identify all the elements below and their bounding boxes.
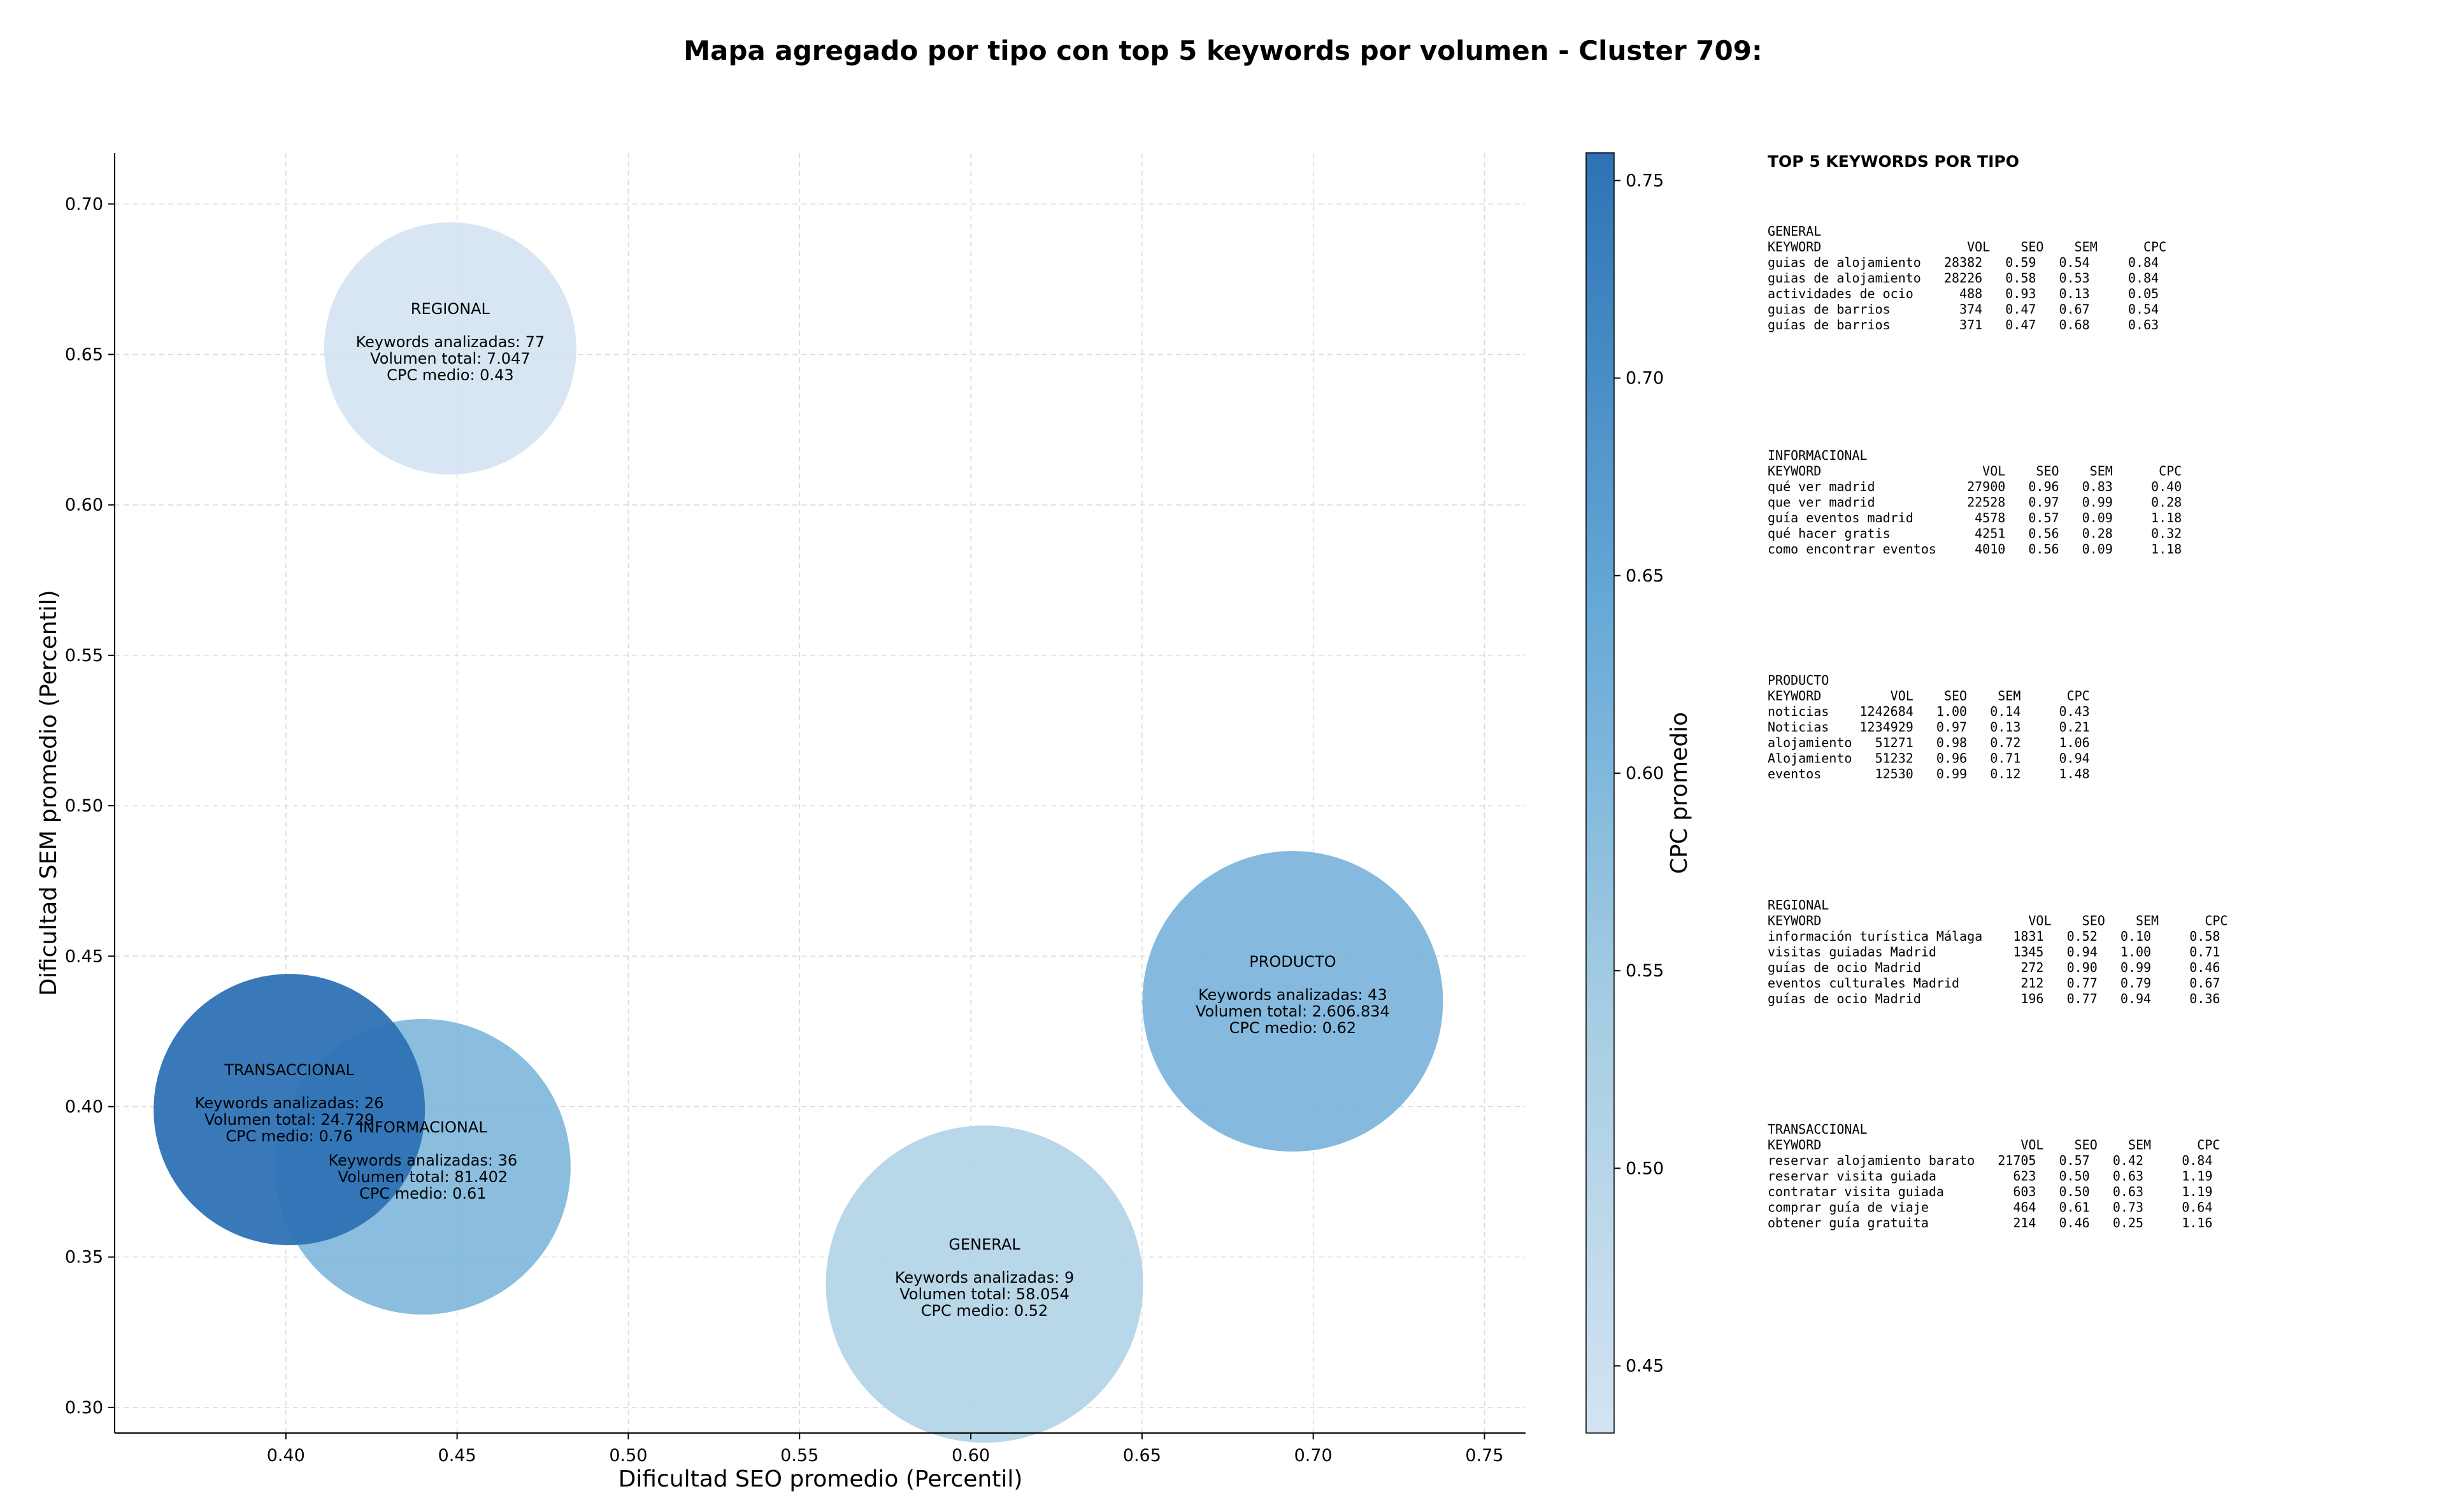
panel-table-row: guías de ocio Madrid 196 0.77 0.94 0.36 (1768, 991, 2220, 1006)
panel-title: TOP 5 KEYWORDS POR TIPO (1768, 152, 2019, 171)
colorbar-tick-label: 0.45 (1626, 1357, 1664, 1376)
y-axis-label: Dificultad SEM promedio (Percentil) (36, 590, 62, 996)
panel-table-row: reservar alojamiento barato 21705 0.57 0… (1768, 1153, 2212, 1168)
panel-table-row: guías de barrios 371 0.47 0.68 0.63 (1768, 317, 2159, 332)
y-tick-label: 0.65 (65, 345, 103, 364)
panel-table-row: guías de ocio Madrid 272 0.90 0.99 0.46 (1768, 960, 2220, 975)
x-tick-label: 0.60 (952, 1446, 990, 1466)
bubble-label: TRANSACCIONAL (224, 1061, 354, 1079)
panel-table-row: qué hacer gratis 4251 0.56 0.28 0.32 (1768, 526, 2182, 541)
chart-title: Mapa agregado por tipo con top 5 keyword… (683, 35, 1763, 66)
x-ticks: 0.40 0.45 0.50 0.55 0.60 0.65 0.70 0.75 (267, 1433, 1504, 1466)
panel-block-title: INFORMACIONAL (1768, 448, 1868, 463)
panel-table-row: alojamiento 51271 0.98 0.72 1.06 (1768, 735, 2090, 750)
y-tick-label: 0.70 (65, 194, 103, 214)
bubble-label: Keywords analizadas: 43 (1198, 986, 1387, 1004)
panel-block-title: GENERAL (1768, 224, 1821, 239)
bubble-label: Keywords analizadas: 9 (895, 1269, 1074, 1287)
bubble-producto (1142, 851, 1443, 1152)
bubble-general (826, 1125, 1143, 1443)
x-tick-label: 0.55 (780, 1446, 819, 1466)
bubble-label: PRODUCTO (1249, 953, 1336, 971)
y-tick-label: 0.60 (65, 496, 103, 515)
y-tick-label: 0.35 (65, 1248, 103, 1267)
x-tick-label: 0.75 (1465, 1446, 1503, 1466)
panel-table-row: guía eventos madrid 4578 0.57 0.09 1.18 (1768, 510, 2182, 525)
colorbar-label: CPC promedio (1666, 712, 1692, 874)
bubble-transaccional (154, 974, 426, 1246)
colorbar-tick-label: 0.65 (1626, 566, 1664, 586)
panel-table-header: KEYWORD VOL SEO SEM CPC (1768, 464, 2182, 479)
panel-table-row: guias de alojamiento 28382 0.59 0.54 0.8… (1768, 255, 2159, 270)
panel-table-header: KEYWORD VOL SEO SEM CPC (1768, 688, 2090, 704)
colorbar-gradient (1585, 152, 1615, 1434)
x-tick-label: 0.40 (267, 1446, 305, 1466)
panel-table-row: comprar guía de viaje 464 0.61 0.73 0.64 (1768, 1200, 2212, 1215)
bubble-label: CPC medio: 0.61 (359, 1185, 487, 1202)
bubble-label: CPC medio: 0.52 (921, 1302, 1048, 1320)
bubble-label: Keywords analizadas: 36 (329, 1152, 518, 1169)
bubble-label: GENERAL (948, 1236, 1020, 1253)
colorbar-ticks: 0.45 0.50 0.55 0.60 0.65 0.70 0.75 (1614, 171, 1664, 1376)
panel-table-row: información turística Málaga 1831 0.52 0… (1768, 929, 2220, 944)
bubble-label: CPC medio: 0.43 (387, 366, 514, 384)
y-tick-label: 0.40 (65, 1097, 103, 1116)
bubble-label: CPC medio: 0.76 (225, 1127, 353, 1145)
colorbar: 0.45 0.50 0.55 0.60 0.65 0.70 0.75 CPC promedi… (1585, 152, 1692, 1434)
bubble-label: CPC medio: 0.62 (1229, 1019, 1357, 1037)
panel-table-row: que ver madrid 22528 0.97 0.99 0.28 (1768, 495, 2182, 510)
panel-table-header: KEYWORD VOL SEO SEM CPC (1768, 1138, 2220, 1153)
panel-table-row: actividades de ocio 488 0.93 0.13 0.05 (1768, 286, 2159, 301)
bubble-label: Volumen total: 7.047 (370, 350, 530, 367)
bubble-label: INFORMACIONAL (359, 1118, 487, 1136)
bubble-label: Keywords analizadas: 77 (356, 333, 545, 351)
panel-table-row: qué ver madrid 27900 0.96 0.83 0.40 (1768, 479, 2182, 494)
bubble-label: Volumen total: 2.606.834 (1196, 1002, 1390, 1020)
axes (114, 153, 1526, 1434)
panel-table-row: visitas guiadas Madrid 1345 0.94 1.00 0.… (1768, 945, 2220, 960)
colorbar-tick-label: 0.50 (1626, 1159, 1664, 1178)
panel-table-row: reservar visita guiada 623 0.50 0.63 1.1… (1768, 1169, 2212, 1184)
colorbar-tick-label: 0.70 (1626, 369, 1664, 389)
panel-table-row: contratar visita guiada 603 0.50 0.63 1.… (1768, 1184, 2212, 1199)
panel-table-row: eventos culturales Madrid 212 0.77 0.79 … (1768, 976, 2220, 991)
bubble-label: Volumen total: 81.402 (338, 1168, 508, 1186)
panel-table-header: KEYWORD VOL SEO SEM CPC (1768, 913, 2228, 929)
x-tick-label: 0.70 (1294, 1446, 1333, 1466)
y-tick-label: 0.45 (65, 946, 103, 966)
panel-table-row: obtener guía gratuita 214 0.46 0.25 1.16 (1768, 1215, 2212, 1230)
panel-block-title: TRANSACCIONAL (1768, 1122, 1868, 1137)
colorbar-tick-label: 0.55 (1626, 961, 1664, 981)
panel-table-row: como encontrar eventos 4010 0.56 0.09 1.… (1768, 541, 2182, 557)
bubble-regional (324, 222, 576, 475)
bubble-label: Keywords analizadas: 26 (195, 1094, 384, 1112)
x-tick-label: 0.50 (609, 1446, 647, 1466)
bubble-label: Volumen total: 24.729 (204, 1111, 375, 1129)
panel-table-row: guias de barrios 374 0.47 0.67 0.54 (1768, 302, 2159, 317)
panel-table-row: Alojamiento 51232 0.96 0.71 0.94 (1768, 751, 2090, 766)
panel-block-title: REGIONAL (1768, 897, 1829, 913)
panel-table-row: eventos 12530 0.99 0.12 1.48 (1768, 766, 2090, 781)
colorbar-tick-label: 0.60 (1626, 764, 1664, 783)
panel-table-row: noticias 1242684 1.00 0.14 0.43 (1768, 704, 2090, 719)
y-tick-label: 0.30 (65, 1398, 103, 1418)
x-axis-label: Dificultad SEO promedio (Percentil) (619, 1466, 1023, 1492)
panel-table-row: Noticias 1234929 0.97 0.13 0.21 (1768, 720, 2090, 735)
x-tick-label: 0.45 (438, 1446, 476, 1466)
y-ticks: 0.30 0.35 0.40 0.45 0.50 0.55 0.60 0.65 0.70 (65, 194, 115, 1418)
panel-table-row: guias de alojamiento 28226 0.58 0.53 0.8… (1768, 271, 2159, 286)
bubble-label: REGIONAL (411, 300, 490, 318)
bubble-label: Volumen total: 58.054 (899, 1285, 1069, 1303)
panel-block-title: PRODUCTO (1768, 673, 1829, 688)
panel-table-header: KEYWORD VOL SEO SEM CPC (1768, 239, 2166, 255)
y-tick-label: 0.55 (65, 646, 103, 666)
colorbar-tick-label: 0.75 (1626, 171, 1664, 190)
x-tick-label: 0.65 (1123, 1446, 1161, 1466)
y-tick-label: 0.50 (65, 796, 103, 816)
